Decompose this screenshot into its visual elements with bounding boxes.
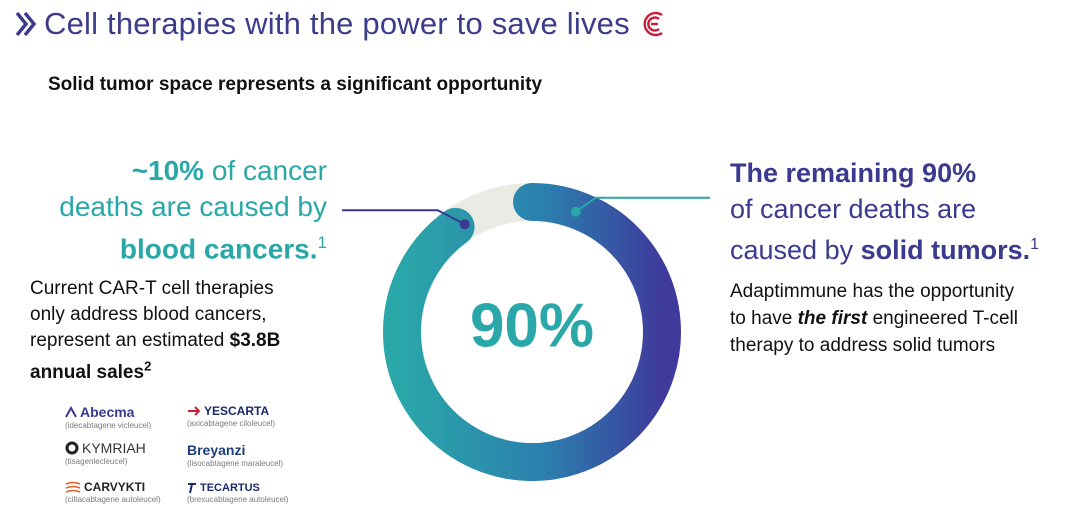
solid-tumor-connector-dot	[570, 206, 581, 217]
remaining-text: The remaining	[730, 158, 923, 188]
product-name: TECARTUS	[200, 482, 260, 494]
solid-tumors-text: solid tumors.	[860, 235, 1031, 265]
desc-line-1: Current CAR-T cell therapies	[30, 278, 274, 299]
blood-cancer-connector-line	[342, 209, 466, 226]
solid-tumor-stat: The remaining 90% of cancer deaths are c…	[730, 155, 1039, 268]
footnote-1: 1	[1030, 236, 1040, 253]
desc-line-2c: engineered T-cell	[867, 308, 1018, 329]
kymriah-logo: KYMRIAH (tisagenlecleucel)	[65, 440, 146, 466]
donut-slice-solid-tumors	[383, 183, 681, 481]
product-generic: (lisocabtagene maraleucel)	[187, 459, 284, 468]
donut-connectors	[342, 196, 710, 230]
product-generic: (ciltacabtagene autoleucel)	[65, 495, 161, 504]
abecma-mark-icon	[65, 406, 77, 418]
abecma-logo: Abecma (idecabtagene vicleucel)	[65, 404, 151, 430]
carvykti-mark-icon	[65, 481, 81, 493]
ten-percent-value: ~10%	[131, 155, 205, 186]
stat-line-2: deaths are caused by	[59, 191, 327, 222]
caused-by-text: caused by	[730, 235, 861, 265]
adaptimmune-logo-icon	[643, 11, 663, 37]
desc-line-3: represent an estimated	[30, 330, 230, 351]
blood-cancer-connector-dot	[459, 219, 470, 230]
product-name: KYMRIAH	[82, 440, 146, 456]
desc-line-1: Adaptimmune has the opportunity	[730, 281, 1015, 302]
car-t-description: Current CAR-T cell therapies only addres…	[30, 276, 340, 386]
footnote-2: 2	[144, 359, 152, 374]
the-first-text: the first	[797, 308, 868, 329]
title-row: Cell therapies with the power to save li…	[14, 6, 668, 42]
product-name: Abecma	[80, 404, 135, 420]
desc-line-2a: to have	[730, 308, 798, 329]
sales-value: $3.8B	[229, 330, 281, 351]
product-generic: (idecabtagene vicleucel)	[65, 421, 152, 430]
ninety-percent-value: 90%	[922, 158, 977, 188]
adaptimmune-description: Adaptimmune has the opportunity to have …	[730, 278, 1075, 359]
tecartus-logo: TECARTUS (brexucabtagene autoleucel)	[187, 482, 288, 504]
footnote-1: 1	[317, 233, 327, 252]
product-name: CARVYKTI	[84, 480, 146, 494]
double-chevron-icon	[15, 11, 37, 37]
product-generic: (brexucabtagene autoleucel)	[187, 495, 289, 504]
blood-cancer-stat: ~10% of cancer deaths are caused by bloo…	[59, 153, 327, 267]
solid-tumor-connector-line	[575, 196, 710, 213]
subtitle: Solid tumor space represents a significa…	[48, 74, 543, 95]
center-value-label: 90%	[470, 291, 594, 360]
stat-line-2: of cancer deaths are	[730, 194, 977, 224]
product-logos: Abecma (idecabtagene vicleucel) YESCARTA…	[65, 400, 305, 510]
product-name: YESCARTA	[204, 404, 270, 418]
donut-chart: 90%	[342, 183, 710, 481]
yescarta-arrow-icon	[188, 406, 201, 416]
desc-line-2: only address blood cancers,	[30, 304, 267, 325]
breyanzi-logo: Breyanzi (lisocabtagene maraleucel)	[187, 442, 283, 468]
page-title: Cell therapies with the power to save li…	[44, 6, 630, 41]
product-name: Breyanzi	[187, 442, 246, 458]
annual-sales-text: annual sales	[30, 362, 145, 384]
blood-cancers-text: blood cancers.	[119, 233, 318, 265]
stat-text: of cancer	[204, 155, 327, 186]
product-generic: (axicabtagene ciloleucel)	[187, 419, 276, 428]
yescarta-logo: YESCARTA (axicabtagene ciloleucel)	[187, 404, 275, 428]
kymriah-mark-icon	[65, 441, 79, 455]
carvykti-logo: CARVYKTI (ciltacabtagene autoleucel)	[65, 480, 161, 504]
product-generic: (tisagenlecleucel)	[65, 457, 128, 466]
tecartus-mark-icon	[188, 483, 196, 494]
desc-line-3: therapy to address solid tumors	[730, 335, 996, 356]
